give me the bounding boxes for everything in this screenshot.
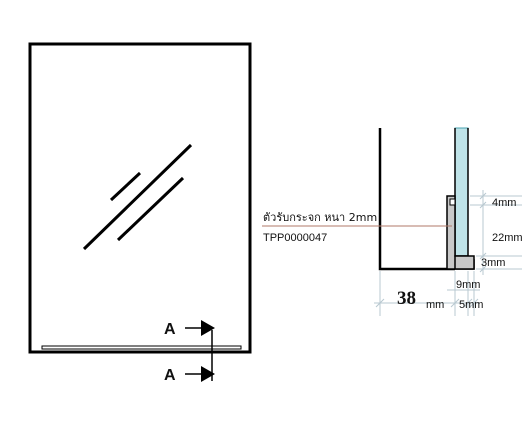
dim-38-value: 38: [397, 288, 416, 309]
dim-3mm: 3mm: [481, 257, 505, 269]
dim-5mm: 5mm: [459, 299, 483, 311]
cabinet-frame: [28, 42, 252, 354]
front-view: A A: [28, 42, 252, 384]
section-view: ตัวรับกระจก หนา 2mm TPP0000047 4mm 22mm …: [262, 127, 523, 316]
part-code-label: TPP0000047: [263, 232, 327, 244]
glass-holder-strip: [41, 345, 242, 350]
cabinet-section-outline: [378, 128, 455, 271]
dim-38-unit: mm: [426, 299, 444, 311]
glass-reflection-line: [82, 143, 193, 251]
dim-22mm: 22mm: [492, 232, 523, 244]
section-mark-top: A: [164, 321, 176, 338]
dimension-lines-bottom: [374, 271, 480, 316]
glass-holder-base: [454, 255, 475, 270]
section-arrow-bottom-head: [201, 366, 215, 382]
dim-4mm: 4mm: [492, 197, 516, 209]
glass-holder-slot: [449, 198, 456, 206]
part-name-label: ตัวรับกระจก หนา 2mm: [263, 211, 377, 224]
section-arrow-top-head: [201, 320, 215, 336]
section-mark-bottom: A: [164, 367, 176, 384]
dim-9mm: 9mm: [456, 279, 480, 291]
glass-reflection-line: [109, 171, 142, 202]
dimension-lines-right: [470, 190, 522, 275]
glass-reflection-line: [116, 176, 185, 242]
glass-panel: [454, 127, 469, 257]
